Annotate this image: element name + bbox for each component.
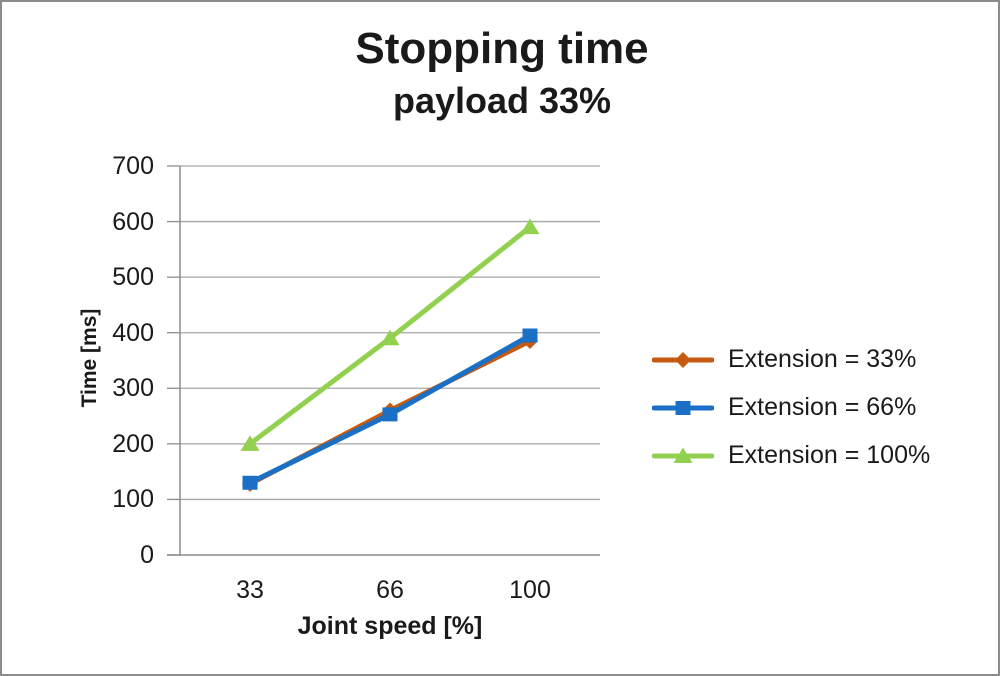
legend-item-0: Extension = 33% [652, 345, 916, 374]
series-marker-2 [520, 218, 540, 235]
legend-label: Extension = 33% [728, 345, 917, 373]
legend-swatch-square-icon [652, 400, 714, 415]
x-tick-label: 100 [509, 576, 551, 604]
chart-subtitle: payload 33% [392, 80, 612, 121]
legend-label: Extension = 66% [728, 393, 917, 421]
y-tick-label: 0 [140, 541, 154, 569]
y-tick-label: 200 [112, 429, 154, 458]
legend-swatch-diamond-icon [652, 351, 714, 368]
series-marker-1 [522, 328, 538, 343]
series-marker-2 [240, 435, 260, 451]
series-marker-1 [242, 475, 258, 490]
y-tick-label: 700 [112, 152, 154, 180]
x-tick-label: 33 [236, 576, 264, 604]
y-tick-label: 400 [112, 318, 154, 347]
series-marker-2 [380, 329, 400, 346]
x-tick-label: 66 [376, 576, 404, 604]
chart-title: Stopping time [355, 24, 649, 73]
y-tick-label: 500 [112, 263, 154, 292]
y-tick-label: 300 [112, 374, 154, 403]
series-marker-1 [382, 407, 398, 422]
legend-item-1: Extension = 66% [652, 393, 916, 422]
legend-swatch-triangle-icon [652, 447, 714, 463]
x-axis-title: Joint speed [%] [297, 612, 483, 640]
y-tick-label: 600 [112, 207, 154, 236]
legend-label: Extension = 100% [728, 441, 931, 469]
legend-item-2: Extension = 100% [652, 441, 930, 470]
y-tick-label: 100 [112, 485, 154, 514]
